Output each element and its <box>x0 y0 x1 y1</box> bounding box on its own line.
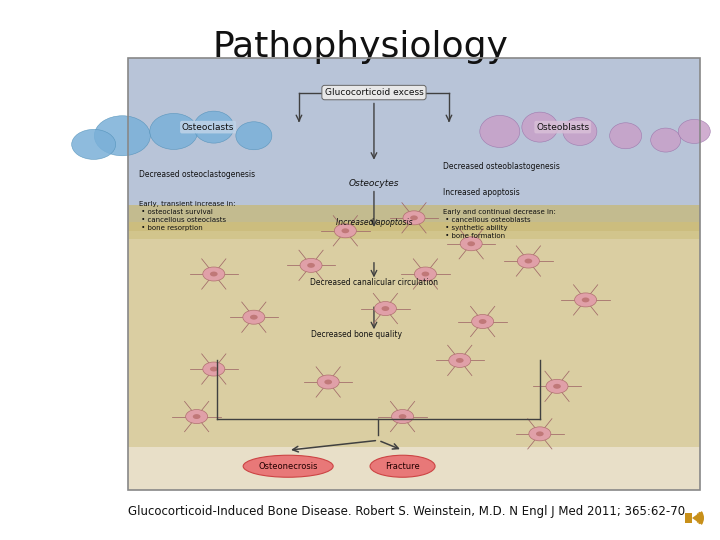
Ellipse shape <box>210 272 217 276</box>
Ellipse shape <box>536 431 544 436</box>
Bar <box>128 58 700 490</box>
Ellipse shape <box>480 116 520 147</box>
Ellipse shape <box>194 111 234 143</box>
Ellipse shape <box>522 112 558 142</box>
Wedge shape <box>692 511 704 525</box>
Text: Fracture: Fracture <box>385 462 420 471</box>
Text: Decreased osteoblastogenesis: Decreased osteoblastogenesis <box>443 161 559 171</box>
Ellipse shape <box>341 228 349 233</box>
Ellipse shape <box>528 427 551 441</box>
Ellipse shape <box>422 272 429 276</box>
Text: Osteonecrosis: Osteonecrosis <box>258 462 318 471</box>
Ellipse shape <box>203 267 225 281</box>
Ellipse shape <box>150 113 198 150</box>
Bar <box>128 58 700 222</box>
Text: Decreased osteoclastogenesis: Decreased osteoclastogenesis <box>140 170 256 179</box>
Ellipse shape <box>186 409 207 423</box>
Ellipse shape <box>403 211 425 225</box>
Ellipse shape <box>324 380 332 384</box>
Text: Decreased canalicular circulation: Decreased canalicular circulation <box>310 278 438 287</box>
Bar <box>128 205 700 239</box>
Ellipse shape <box>392 409 413 423</box>
Bar <box>128 231 700 447</box>
Ellipse shape <box>370 455 435 477</box>
Bar <box>128 222 700 447</box>
Ellipse shape <box>374 301 397 315</box>
Ellipse shape <box>243 310 265 324</box>
Text: Glucocorticoid excess: Glucocorticoid excess <box>325 88 423 97</box>
Ellipse shape <box>210 367 217 372</box>
Ellipse shape <box>203 362 225 376</box>
Text: Osteocytes: Osteocytes <box>348 179 399 188</box>
Text: Increased apoptosis: Increased apoptosis <box>336 218 413 227</box>
Ellipse shape <box>546 379 568 393</box>
Ellipse shape <box>678 119 710 144</box>
Ellipse shape <box>300 258 322 272</box>
Ellipse shape <box>460 237 482 251</box>
Ellipse shape <box>518 254 539 268</box>
Bar <box>128 447 700 490</box>
Ellipse shape <box>94 116 150 156</box>
Text: Osteoclasts: Osteoclasts <box>182 123 234 132</box>
Ellipse shape <box>399 414 406 419</box>
Text: Early and continual decrease in:
 • cancellous osteoblasts
 • synthetic ability
: Early and continual decrease in: • cance… <box>443 209 555 239</box>
Text: Pathophysiology: Pathophysiology <box>212 30 508 64</box>
Ellipse shape <box>563 117 597 145</box>
Text: Increased apoptosis: Increased apoptosis <box>443 187 519 197</box>
Text: Early, transient increase in:
 • osteoclast survival
 • cancellous osteoclasts
 : Early, transient increase in: • osteocla… <box>140 200 236 231</box>
Ellipse shape <box>456 358 464 363</box>
Text: Glucocorticoid-Induced Bone Disease. Robert S. Weinstein, M.D. N Engl J Med 2011: Glucocorticoid-Induced Bone Disease. Rob… <box>128 505 685 518</box>
Ellipse shape <box>582 298 590 302</box>
Ellipse shape <box>467 241 475 246</box>
Ellipse shape <box>307 263 315 268</box>
Ellipse shape <box>72 130 116 159</box>
Ellipse shape <box>525 259 532 264</box>
Ellipse shape <box>553 384 561 389</box>
Ellipse shape <box>479 319 487 324</box>
Ellipse shape <box>410 215 418 220</box>
Ellipse shape <box>449 353 471 367</box>
Ellipse shape <box>318 375 339 389</box>
Ellipse shape <box>334 224 356 238</box>
Ellipse shape <box>651 128 680 152</box>
Ellipse shape <box>236 122 272 150</box>
Ellipse shape <box>610 123 642 148</box>
Text: Osteoblasts: Osteoblasts <box>536 123 589 132</box>
Ellipse shape <box>472 314 494 328</box>
Text: Decreased bone quality: Decreased bone quality <box>311 330 402 339</box>
Ellipse shape <box>415 267 436 281</box>
Bar <box>685 513 692 523</box>
Ellipse shape <box>243 455 333 477</box>
Ellipse shape <box>575 293 597 307</box>
Ellipse shape <box>250 315 258 320</box>
Ellipse shape <box>382 306 390 311</box>
Ellipse shape <box>193 414 200 419</box>
